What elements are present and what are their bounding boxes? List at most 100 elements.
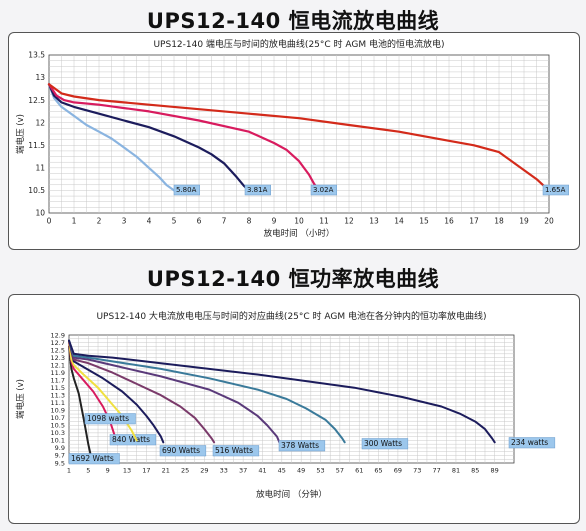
chart2-y-tick-label: 9.9 — [55, 444, 65, 452]
chart2-series-label: 378 Watts — [281, 441, 319, 450]
chart2-y-tick-label: 12.5 — [51, 346, 65, 354]
chart2-y-tick-label: 12.3 — [51, 354, 65, 362]
chart2-x-tick-label: 65 — [374, 467, 382, 475]
chart2-x-tick-label: 9 — [106, 467, 110, 475]
chart2-y-tick-label: 10.7 — [51, 414, 65, 422]
chart1-series-line — [47, 83, 321, 192]
chart2-x-tick-label: 17 — [142, 467, 150, 475]
chart2-x-tick-label: 37 — [239, 467, 247, 475]
chart2-series-line — [68, 345, 92, 457]
chart1-y-tick-label: 13 — [35, 73, 45, 82]
chart1-series-line — [47, 83, 176, 192]
chart2-x-tick-label: 69 — [394, 467, 402, 475]
chart1-x-tick-label: 10 — [294, 217, 304, 226]
chart2-x-tick-label: 45 — [278, 467, 286, 475]
chart2-series-label: 1098 watts — [87, 414, 129, 423]
chart1-x-tick-label: 15 — [419, 217, 429, 226]
chart1-x-tick-label: 13 — [369, 217, 379, 226]
chart1-y-tick-label: 10.5 — [28, 186, 45, 195]
chart2-series-label-box — [159, 445, 207, 457]
chart1-title: UPS12-140 端电压与时间的放电曲线(25°C 时 AGM 电池的恒电流放… — [153, 38, 444, 50]
chart2-series-label: 516 Watts — [215, 446, 253, 455]
chart1-x-tick-label: 8 — [247, 217, 252, 226]
chart1-series-label: 3.02A — [313, 186, 334, 194]
chart2-y-tick-label: 10.3 — [51, 429, 65, 437]
chart2-series-label-box — [361, 438, 409, 450]
chart2-series-line — [68, 339, 346, 444]
chart2-x-tick-label: 85 — [471, 467, 479, 475]
chart1-y-tick-label: 11 — [35, 163, 45, 172]
chart2-x-tick-label: 49 — [297, 467, 305, 475]
chart2-x-tick-label: 53 — [316, 467, 324, 475]
chart2-series-line — [68, 339, 496, 444]
chart2-x-tick-label: 73 — [413, 467, 421, 475]
chart1-series-label-box — [244, 184, 271, 196]
chart2-series-label: 840 Watts — [112, 435, 150, 444]
chart1-series-label: 5.80A — [176, 186, 197, 194]
chart2-series-label: 690 Watts — [162, 446, 200, 455]
chart1-x-axis-label: 放电时间 （小时） — [264, 228, 335, 239]
chart1-x-tick-label: 19 — [519, 217, 529, 226]
chart2-series-label: 234 watts — [511, 438, 548, 447]
chart2-y-tick-label: 9.5 — [55, 459, 65, 467]
chart1-x-tick-label: 6 — [197, 217, 202, 226]
chart2-y-tick-label: 10.1 — [51, 437, 65, 445]
chart2-y-axis-label: 端电压 (v) — [15, 379, 26, 419]
chart1-x-tick-label: 4 — [147, 217, 152, 226]
chart2-y-tick-label: 9.7 — [55, 452, 65, 460]
chart1-panel: UPS12-140 端电压与时间的放电曲线(25°C 时 AGM 电池的恒电流放… — [8, 32, 580, 250]
chart1-x-tick-label: 0 — [47, 217, 52, 226]
chart2-series-label-box — [278, 440, 326, 452]
chart1-x-tick-label: 18 — [494, 217, 504, 226]
chart1-series-label: 1.65A — [545, 186, 566, 194]
chart1-x-tick-label: 3 — [122, 217, 127, 226]
chart2-x-tick-label: 89 — [491, 467, 499, 475]
chart2-x-tick-label: 33 — [220, 467, 228, 475]
chart2-x-tick-label: 41 — [258, 467, 266, 475]
chart2-y-tick-label: 10.9 — [51, 407, 65, 415]
chart2-title: UPS12-140 大电流放电电压与时间的对应曲线(25°C 时 AGM 电池在… — [96, 310, 486, 322]
chart2-x-axis-label: 放电时间 （分钟） — [256, 489, 327, 500]
chart2-x-tick-label: 61 — [355, 467, 363, 475]
chart1-series-line — [47, 83, 551, 192]
chart2-y-tick-label: 11.1 — [51, 399, 65, 407]
chart2-heading: UPS12-140 恒功率放电曲线 — [146, 267, 440, 291]
chart2-series-line — [68, 339, 138, 442]
chart1-x-tick-label: 17 — [469, 217, 479, 226]
chart1-x-tick-label: 20 — [544, 217, 554, 226]
chart2-x-tick-label: 25 — [181, 467, 189, 475]
chart1-x-tick-label: 5 — [172, 217, 177, 226]
chart2-y-tick-label: 10.5 — [51, 422, 65, 430]
chart1-series-label-box — [310, 184, 337, 196]
chart2-panel: UPS12-140 大电流放电电压与时间的对应曲线(25°C 时 AGM 电池在… — [8, 294, 580, 524]
chart2-svg: UPS12-140 大电流放电电压与时间的对应曲线(25°C 时 AGM 电池在… — [15, 310, 556, 500]
chart2-x-tick-label: 21 — [162, 467, 170, 475]
chart2-y-tick-label: 11.5 — [51, 384, 65, 392]
chart2-series-label-box — [508, 437, 556, 449]
chart1-y-tick-label: 12.5 — [28, 96, 45, 105]
chart2-x-tick-label: 57 — [336, 467, 344, 475]
chart2-series-line — [68, 339, 216, 444]
chart1-x-tick-label: 12 — [344, 217, 354, 226]
chart2-y-tick-label: 11.9 — [51, 369, 65, 377]
chart1-x-tick-label: 7 — [222, 217, 227, 226]
chart2-x-tick-label: 77 — [432, 467, 440, 475]
chart2-x-tick-label: 1 — [67, 467, 71, 475]
chart2-y-tick-label: 11.3 — [51, 392, 65, 400]
chart1-y-tick-label: 11.5 — [28, 141, 45, 150]
chart1-y-axis-label: 端电压 (v) — [15, 114, 26, 154]
chart2-x-tick-label: 5 — [86, 467, 90, 475]
chart1-x-tick-label: 14 — [394, 217, 404, 226]
chart1-x-tick-label: 16 — [444, 217, 454, 226]
chart1-svg: UPS12-140 端电压与时间的放电曲线(25°C 时 AGM 电池的恒电流放… — [15, 38, 569, 239]
chart2-x-tick-label: 29 — [200, 467, 208, 475]
chart2-y-tick-label: 11.7 — [51, 376, 65, 384]
chart2-series-label: 300 Watts — [364, 439, 402, 448]
chart2-x-tick-label: 13 — [123, 467, 131, 475]
chart1-x-tick-label: 1 — [72, 217, 77, 226]
chart2-y-tick-label: 12.7 — [51, 339, 65, 347]
chart1-series-line — [47, 83, 251, 192]
chart1-y-tick-label: 10 — [35, 209, 45, 218]
chart1-x-tick-label: 11 — [319, 217, 329, 226]
chart2-x-tick-label: 81 — [452, 467, 460, 475]
